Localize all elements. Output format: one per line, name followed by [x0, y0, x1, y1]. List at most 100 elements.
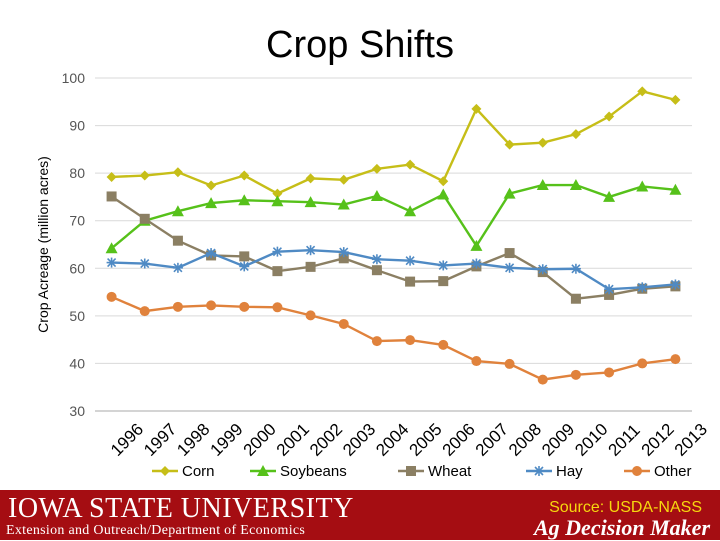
corn-data-point [371, 163, 382, 174]
wheat-data-point [106, 191, 117, 202]
corn-data-point [637, 86, 648, 97]
hay-data-point [670, 279, 681, 290]
wheat-data-point [338, 253, 349, 264]
legend-label-wheat: Wheat [428, 463, 472, 480]
hay-data-point [438, 260, 449, 271]
corn-data-point [338, 174, 349, 185]
wheat-data-point [272, 266, 283, 277]
wheat-data-point [239, 251, 250, 262]
soybeans-data-point [569, 179, 582, 191]
soybeans-data-point [171, 205, 184, 217]
hay-data-point [338, 247, 349, 258]
soybeans-data-point [337, 198, 350, 210]
wheat-data-point [305, 261, 316, 272]
x-tick-label: 2011 [604, 421, 643, 460]
department-text: Extension and Outreach/Department of Eco… [6, 523, 306, 538]
x-tick-label: 2006 [439, 420, 479, 460]
y-tick-label: 50 [69, 308, 85, 324]
program-logo: Ag Decision Maker [534, 515, 710, 540]
hay-data-point [305, 245, 316, 256]
corn-data-point [537, 137, 548, 148]
corn-series-line [111, 90, 676, 195]
wheat-data-point [139, 213, 150, 224]
corn-data-point [305, 173, 316, 184]
corn-data-point [504, 139, 515, 150]
hay-data-point [272, 246, 283, 257]
soybeans-data-point [536, 179, 549, 191]
x-tick-label: 2003 [339, 420, 379, 460]
x-tick-label: 2010 [571, 420, 611, 460]
university-logo: IOWA STATE UNIVERSITY [8, 493, 354, 524]
hay-data-point [206, 248, 217, 259]
hay-data-point [504, 262, 515, 273]
other-data-point [570, 369, 581, 380]
x-tick-label: 2004 [372, 420, 412, 460]
y-tick-label: 40 [69, 355, 85, 371]
other-data-point [338, 318, 349, 329]
x-tick-label: 2007 [472, 420, 512, 460]
legend-label-hay: Hay [556, 463, 583, 480]
other-data-point [371, 336, 382, 347]
corn-data-point [438, 176, 449, 187]
wheat-data-point [405, 276, 416, 287]
other-data-point [106, 291, 117, 302]
soybeans-data-point [304, 196, 317, 208]
y-tick-label: 90 [69, 118, 85, 134]
x-tick-label: 2000 [240, 420, 280, 460]
other-data-point [537, 374, 548, 385]
crop-shifts-chart: 3040506070809010019961997199819992000200… [35, 70, 711, 480]
x-tick-label: 2001 [273, 420, 313, 460]
corn-data-point [670, 94, 681, 105]
y-tick-label: 60 [69, 260, 85, 276]
other-data-point [272, 302, 283, 313]
source-text: Source: USDA-NASS [549, 499, 702, 516]
wheat-data-point [438, 276, 449, 287]
corn-data-point [471, 103, 482, 114]
corn-data-point [405, 159, 416, 170]
footer-bar: IOWA STATE UNIVERSITY Extension and Outr… [0, 490, 720, 540]
soybeans-data-point [404, 205, 417, 217]
soybeans-series-line [110, 183, 676, 250]
legend-marker-soybeans [257, 465, 269, 476]
hay-data-point [139, 258, 150, 269]
hay-data-point [537, 264, 548, 275]
y-axis-label: Crop Acreage (million acres) [35, 156, 51, 333]
other-data-point [670, 354, 681, 365]
other-data-point [139, 306, 150, 317]
corn-data-point [604, 111, 615, 122]
soybeans-data-point [271, 195, 284, 207]
soybeans-data-point [470, 239, 483, 251]
soybeans-data-point [669, 183, 682, 195]
x-tick-label: 1999 [206, 420, 246, 460]
wheat-series-line [110, 195, 676, 300]
hay-data-point [471, 258, 482, 269]
other-series-line [111, 295, 676, 381]
x-tick-label: 2009 [538, 420, 578, 460]
other-data-point [239, 301, 250, 312]
hay-data-point [570, 263, 581, 274]
hay-data-point [604, 284, 615, 295]
corn-data-point [206, 180, 217, 191]
legend-label-corn: Corn [182, 463, 215, 480]
hay-data-point [106, 257, 117, 268]
soybeans-data-point [603, 190, 616, 202]
x-tick-label: 2005 [405, 420, 445, 460]
hay-data-point [405, 255, 416, 266]
wheat-data-point [570, 293, 581, 304]
other-data-point [504, 358, 515, 369]
soybeans-data-point [437, 188, 450, 200]
y-tick-label: 100 [62, 70, 86, 86]
corn-data-point [239, 170, 250, 181]
legend-marker-corn [160, 466, 170, 476]
other-data-point [172, 301, 183, 312]
corn-data-point [570, 129, 581, 140]
wheat-data-point [604, 289, 615, 300]
other-data-point [438, 339, 449, 350]
y-tick-label: 80 [69, 165, 85, 181]
hay-series-line [111, 249, 676, 291]
legend-label-other: Other [654, 463, 692, 480]
x-tick-label: 1996 [107, 420, 147, 460]
legend-marker-other [632, 466, 642, 476]
soybeans-data-point [370, 189, 383, 201]
other-data-point [206, 300, 217, 311]
